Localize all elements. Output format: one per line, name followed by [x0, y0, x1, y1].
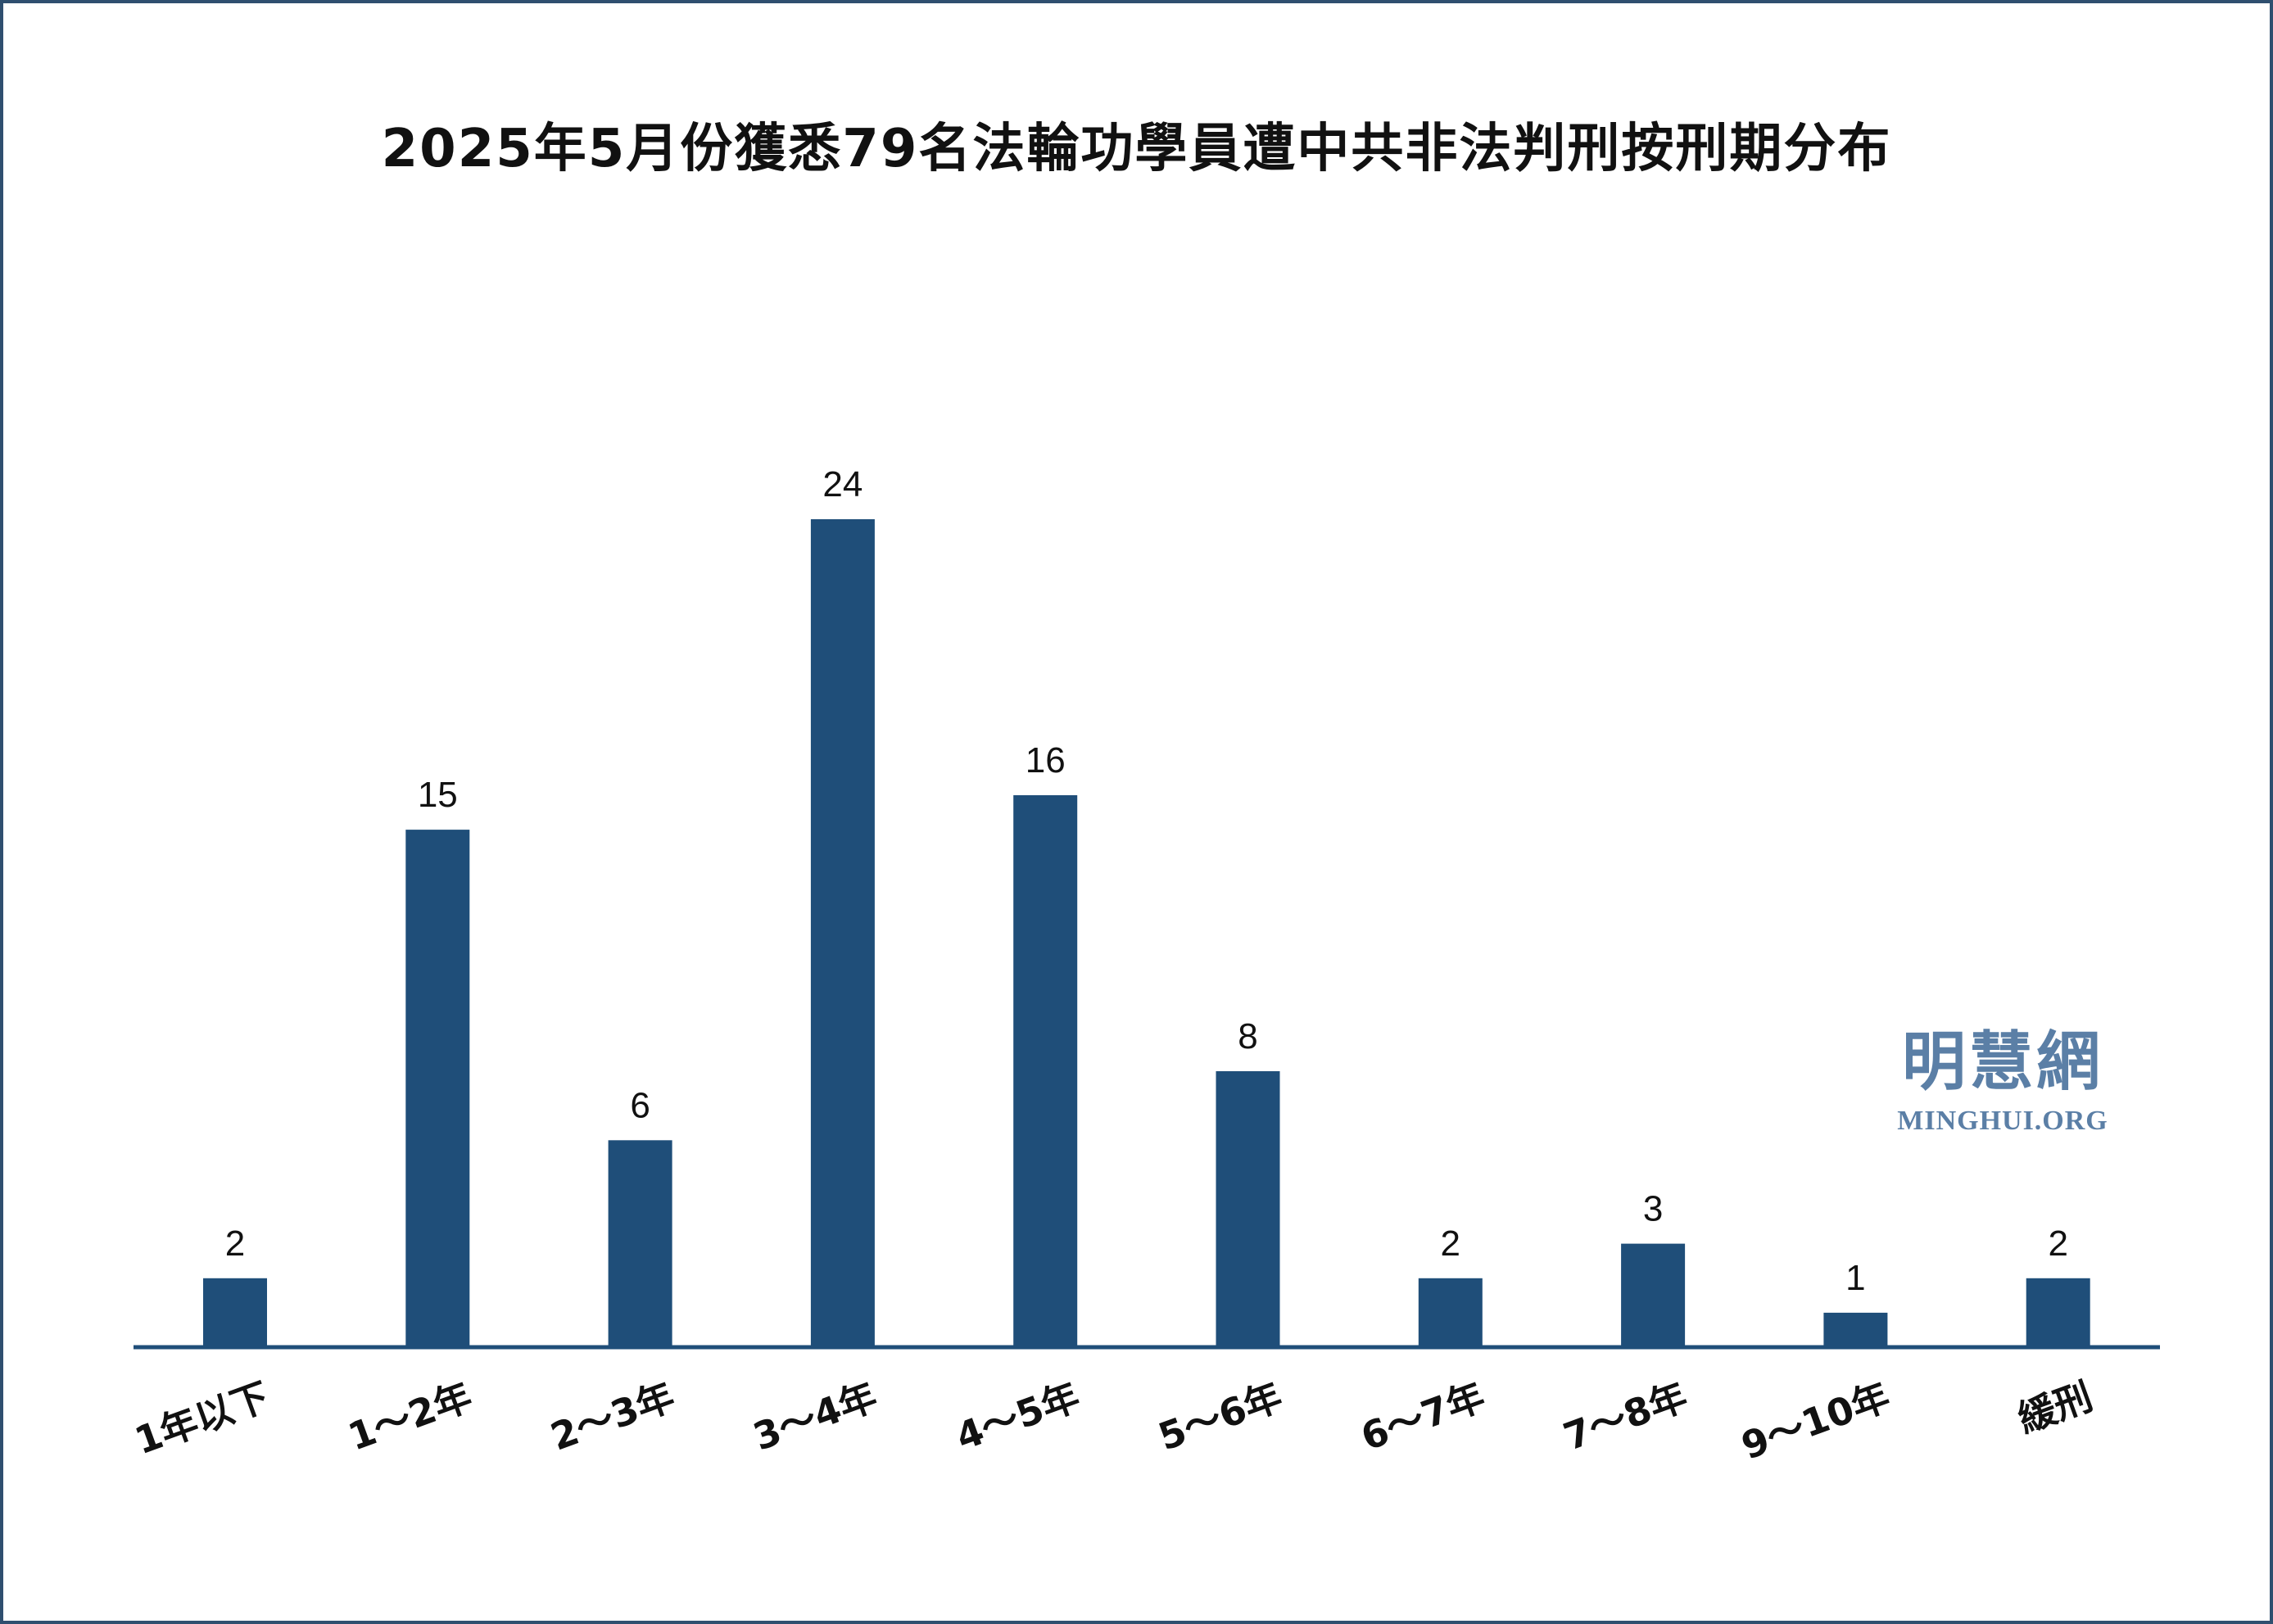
bar-1	[405, 830, 470, 1347]
data-label-8: 1	[1845, 1258, 1865, 1298]
bar-8	[1823, 1312, 1888, 1347]
x-tick-label-5: 5～6年	[1152, 1374, 1288, 1459]
bar-7	[1621, 1243, 1686, 1347]
logo-english-text: MINGHUI.ORG	[1897, 1106, 2108, 1136]
data-label-7: 3	[1643, 1189, 1663, 1229]
logo-chinese-text: 明慧網	[1901, 1025, 2103, 1099]
x-tick-label-1: 1～2年	[342, 1374, 478, 1459]
data-label-5: 8	[1238, 1016, 1257, 1056]
data-label-6: 2	[1441, 1224, 1460, 1264]
x-tick-label-8: 9～10年	[1736, 1374, 1895, 1468]
data-label-3: 24	[822, 464, 863, 504]
bar-9	[2026, 1278, 2090, 1348]
x-tick-label-7: 7～8年	[1558, 1374, 1693, 1459]
x-tick-label-6: 6～7年	[1355, 1374, 1490, 1459]
x-tick-label-2: 2～3年	[545, 1374, 680, 1459]
bars-layer	[203, 519, 2090, 1348]
data-label-2: 6	[630, 1085, 650, 1125]
data-label-4: 16	[1026, 740, 1066, 780]
data-label-0: 2	[225, 1224, 245, 1264]
data-labels-layer: 2 15 6 24 16 8 2 3 1 2	[225, 464, 2068, 1298]
x-tick-label-4: 4～5年	[950, 1374, 1085, 1459]
bar-5	[1216, 1071, 1280, 1347]
x-tick-label-9: 緩刑	[2013, 1374, 2099, 1441]
bar-2	[608, 1140, 672, 1348]
x-tick-label-3: 3～4年	[748, 1374, 883, 1459]
x-tick-label-0: 1年以下	[129, 1374, 275, 1463]
bar-0	[203, 1278, 267, 1348]
bar-6	[1418, 1278, 1483, 1348]
bar-4	[1013, 795, 1078, 1347]
data-label-9: 2	[2048, 1224, 2067, 1264]
bar-3	[810, 519, 875, 1347]
chart-title: 2025年5月份獲悉79名法輪功學員遭中共非法判刑按刑期分布	[381, 119, 1892, 179]
tick-labels-layer: 1年以下 1～2年 2～3年 3～4年 4～5年 5～6年 6～7年 7～8年 9～10年 緩刑	[129, 1374, 2099, 1468]
data-label-1: 15	[418, 775, 458, 815]
minghui-logo: 明慧網 MINGHUI.ORG	[1868, 1030, 2138, 1137]
